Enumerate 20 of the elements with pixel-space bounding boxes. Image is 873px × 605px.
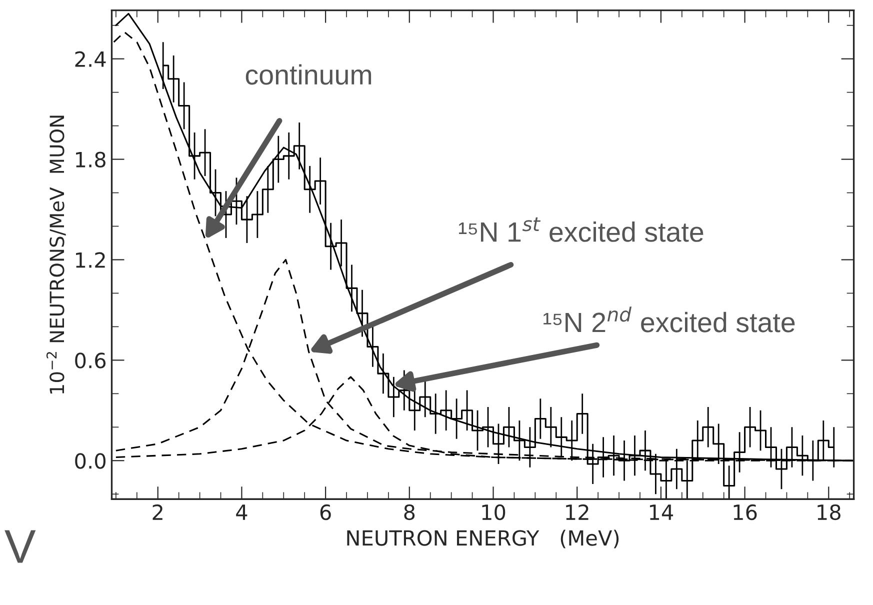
annotation: continuum [246, 64, 372, 85]
y-axis-title: 10$^{−2}$ NEUTRONS/MeV MUON [46, 116, 66, 394]
x-tick-label: 4 [236, 504, 248, 520]
x-tick-label: 6 [320, 504, 331, 520]
annotation: ¹⁵N 1$^{st}$ excited state [459, 217, 704, 242]
y-tick-label: 1.8 [76, 152, 106, 168]
x-tick-label: 16 [734, 504, 757, 520]
y-tick-label: 1.2 [76, 252, 105, 268]
annotation: ¹⁵N 2$^{nd}$ excited state [544, 306, 795, 332]
x-tick-label: 18 [818, 504, 840, 520]
x-tick-label: 8 [404, 504, 415, 520]
x-axis-title: NEUTRON ENERGY (MeV) [347, 530, 619, 548]
y-tick-label: 0.0 [75, 453, 106, 469]
x-tick-label: 2 [152, 504, 162, 520]
y-tick-label: 0.6 [75, 352, 106, 368]
text: V [4, 530, 36, 563]
y-tick-label: 2.4 [75, 51, 106, 67]
x-tick-label: 14 [650, 504, 674, 520]
x-tick-label: 12 [566, 504, 588, 520]
x-tick-label: 10 [482, 504, 506, 520]
